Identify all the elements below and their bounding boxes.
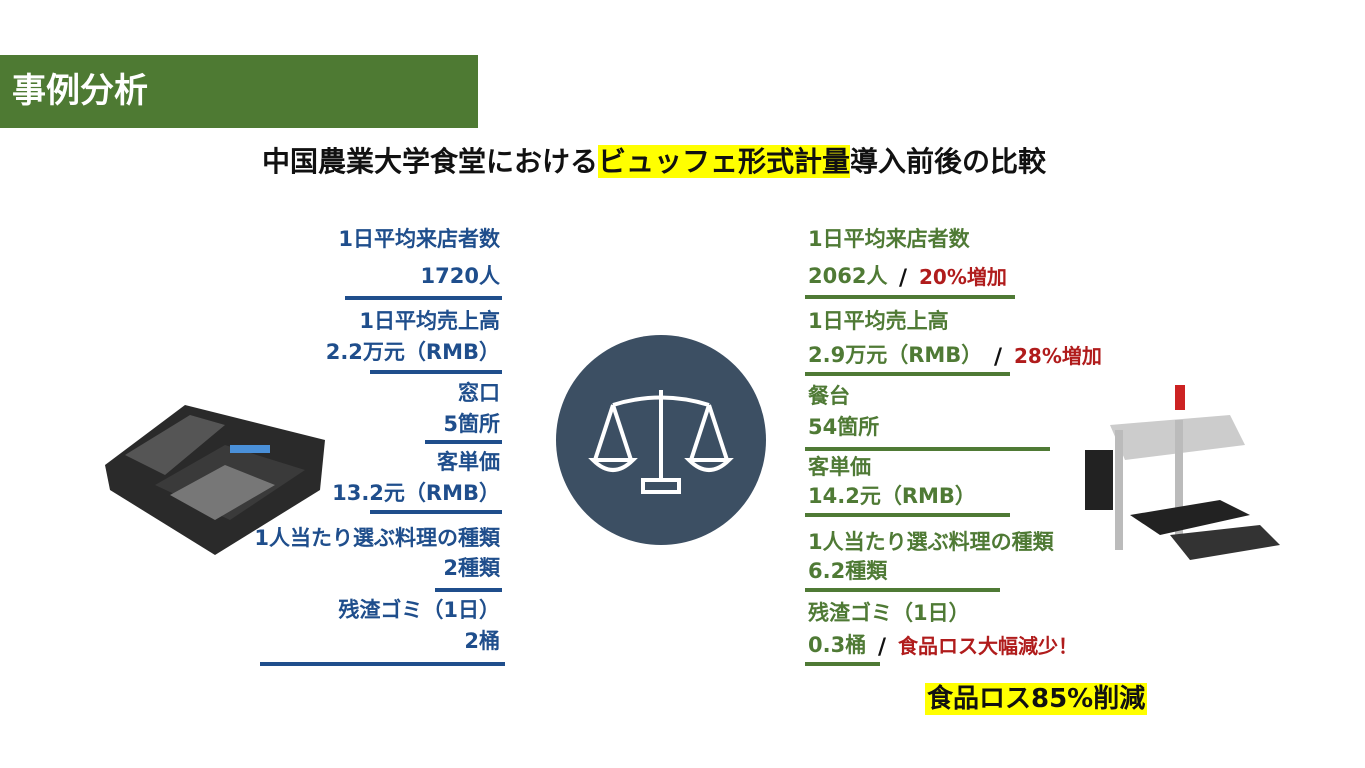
before-label: 1日平均売上高 [359, 309, 500, 333]
after-underline [805, 295, 1015, 299]
before-value: 2種類 [443, 556, 500, 580]
subtitle-before: 中国農業大学食堂における [262, 145, 599, 178]
before-value: 2桶 [464, 629, 500, 653]
after-label: 1日平均来店者数 [808, 227, 970, 251]
after-underline [805, 513, 1010, 517]
title: 事例分析 [12, 71, 148, 111]
after-value: 14.2元（RMB） [808, 484, 976, 508]
summary: 食品ロス85%削減 [925, 683, 1148, 715]
after-note: 28%増加 [1014, 344, 1102, 368]
after-label: 客単価 [808, 455, 871, 479]
before-value: 13.2元（RMB） [332, 481, 500, 505]
pos-terminal [105, 405, 325, 555]
before-value: 5箇所 [443, 412, 500, 436]
buffet-station [1085, 385, 1280, 560]
before-label: 残渣ゴミ（1日） [338, 598, 500, 622]
after-note: 食品ロス大幅減少！ [898, 634, 1078, 658]
subtitle: 中国農業大学食堂におけるビュッフェ形式計量導入前後の比較 [262, 145, 1047, 178]
before-value: 2.2万元（RMB） [325, 340, 500, 364]
before-value: 1720人 [420, 264, 500, 288]
subtitle-highlight: ビュッフェ形式計量 [598, 145, 851, 178]
before-label: 客単価 [437, 450, 500, 474]
after-note: 20%増加 [919, 265, 1007, 289]
before-underline [425, 440, 502, 444]
before-underline [435, 588, 502, 592]
after-label: 残渣ゴミ（1日） [808, 601, 970, 625]
separator: / [994, 345, 1003, 370]
before-label: 窓口 [458, 381, 500, 405]
after-value: 2062人 [808, 264, 888, 288]
after-value: 54箇所 [808, 415, 880, 439]
separator: / [878, 635, 887, 660]
subtitle-after: 導入前後の比較 [850, 145, 1047, 178]
after-underline [805, 372, 1010, 376]
after-label: 1日平均売上高 [808, 309, 949, 333]
separator: / [899, 266, 908, 291]
after-value: 0.3桶 [808, 633, 867, 657]
after-underline [805, 447, 1050, 451]
before-underline [345, 296, 502, 300]
before-label: 1日平均来店者数 [338, 227, 500, 251]
after-underline [805, 662, 880, 666]
after-underline [805, 588, 1000, 592]
after-value: 6.2種類 [808, 559, 888, 583]
after-label: 餐台 [808, 384, 850, 408]
title-bar [0, 55, 478, 128]
before-underline [260, 662, 505, 666]
after-label: 1人当たり選ぶ料理の種類 [808, 530, 1054, 554]
scale-icon [556, 335, 766, 545]
after-value: 2.9万元（RMB） [808, 343, 983, 367]
before-label: 1人当たり選ぶ料理の種類 [254, 526, 500, 550]
before-underline [370, 370, 502, 374]
before-underline [370, 510, 502, 514]
